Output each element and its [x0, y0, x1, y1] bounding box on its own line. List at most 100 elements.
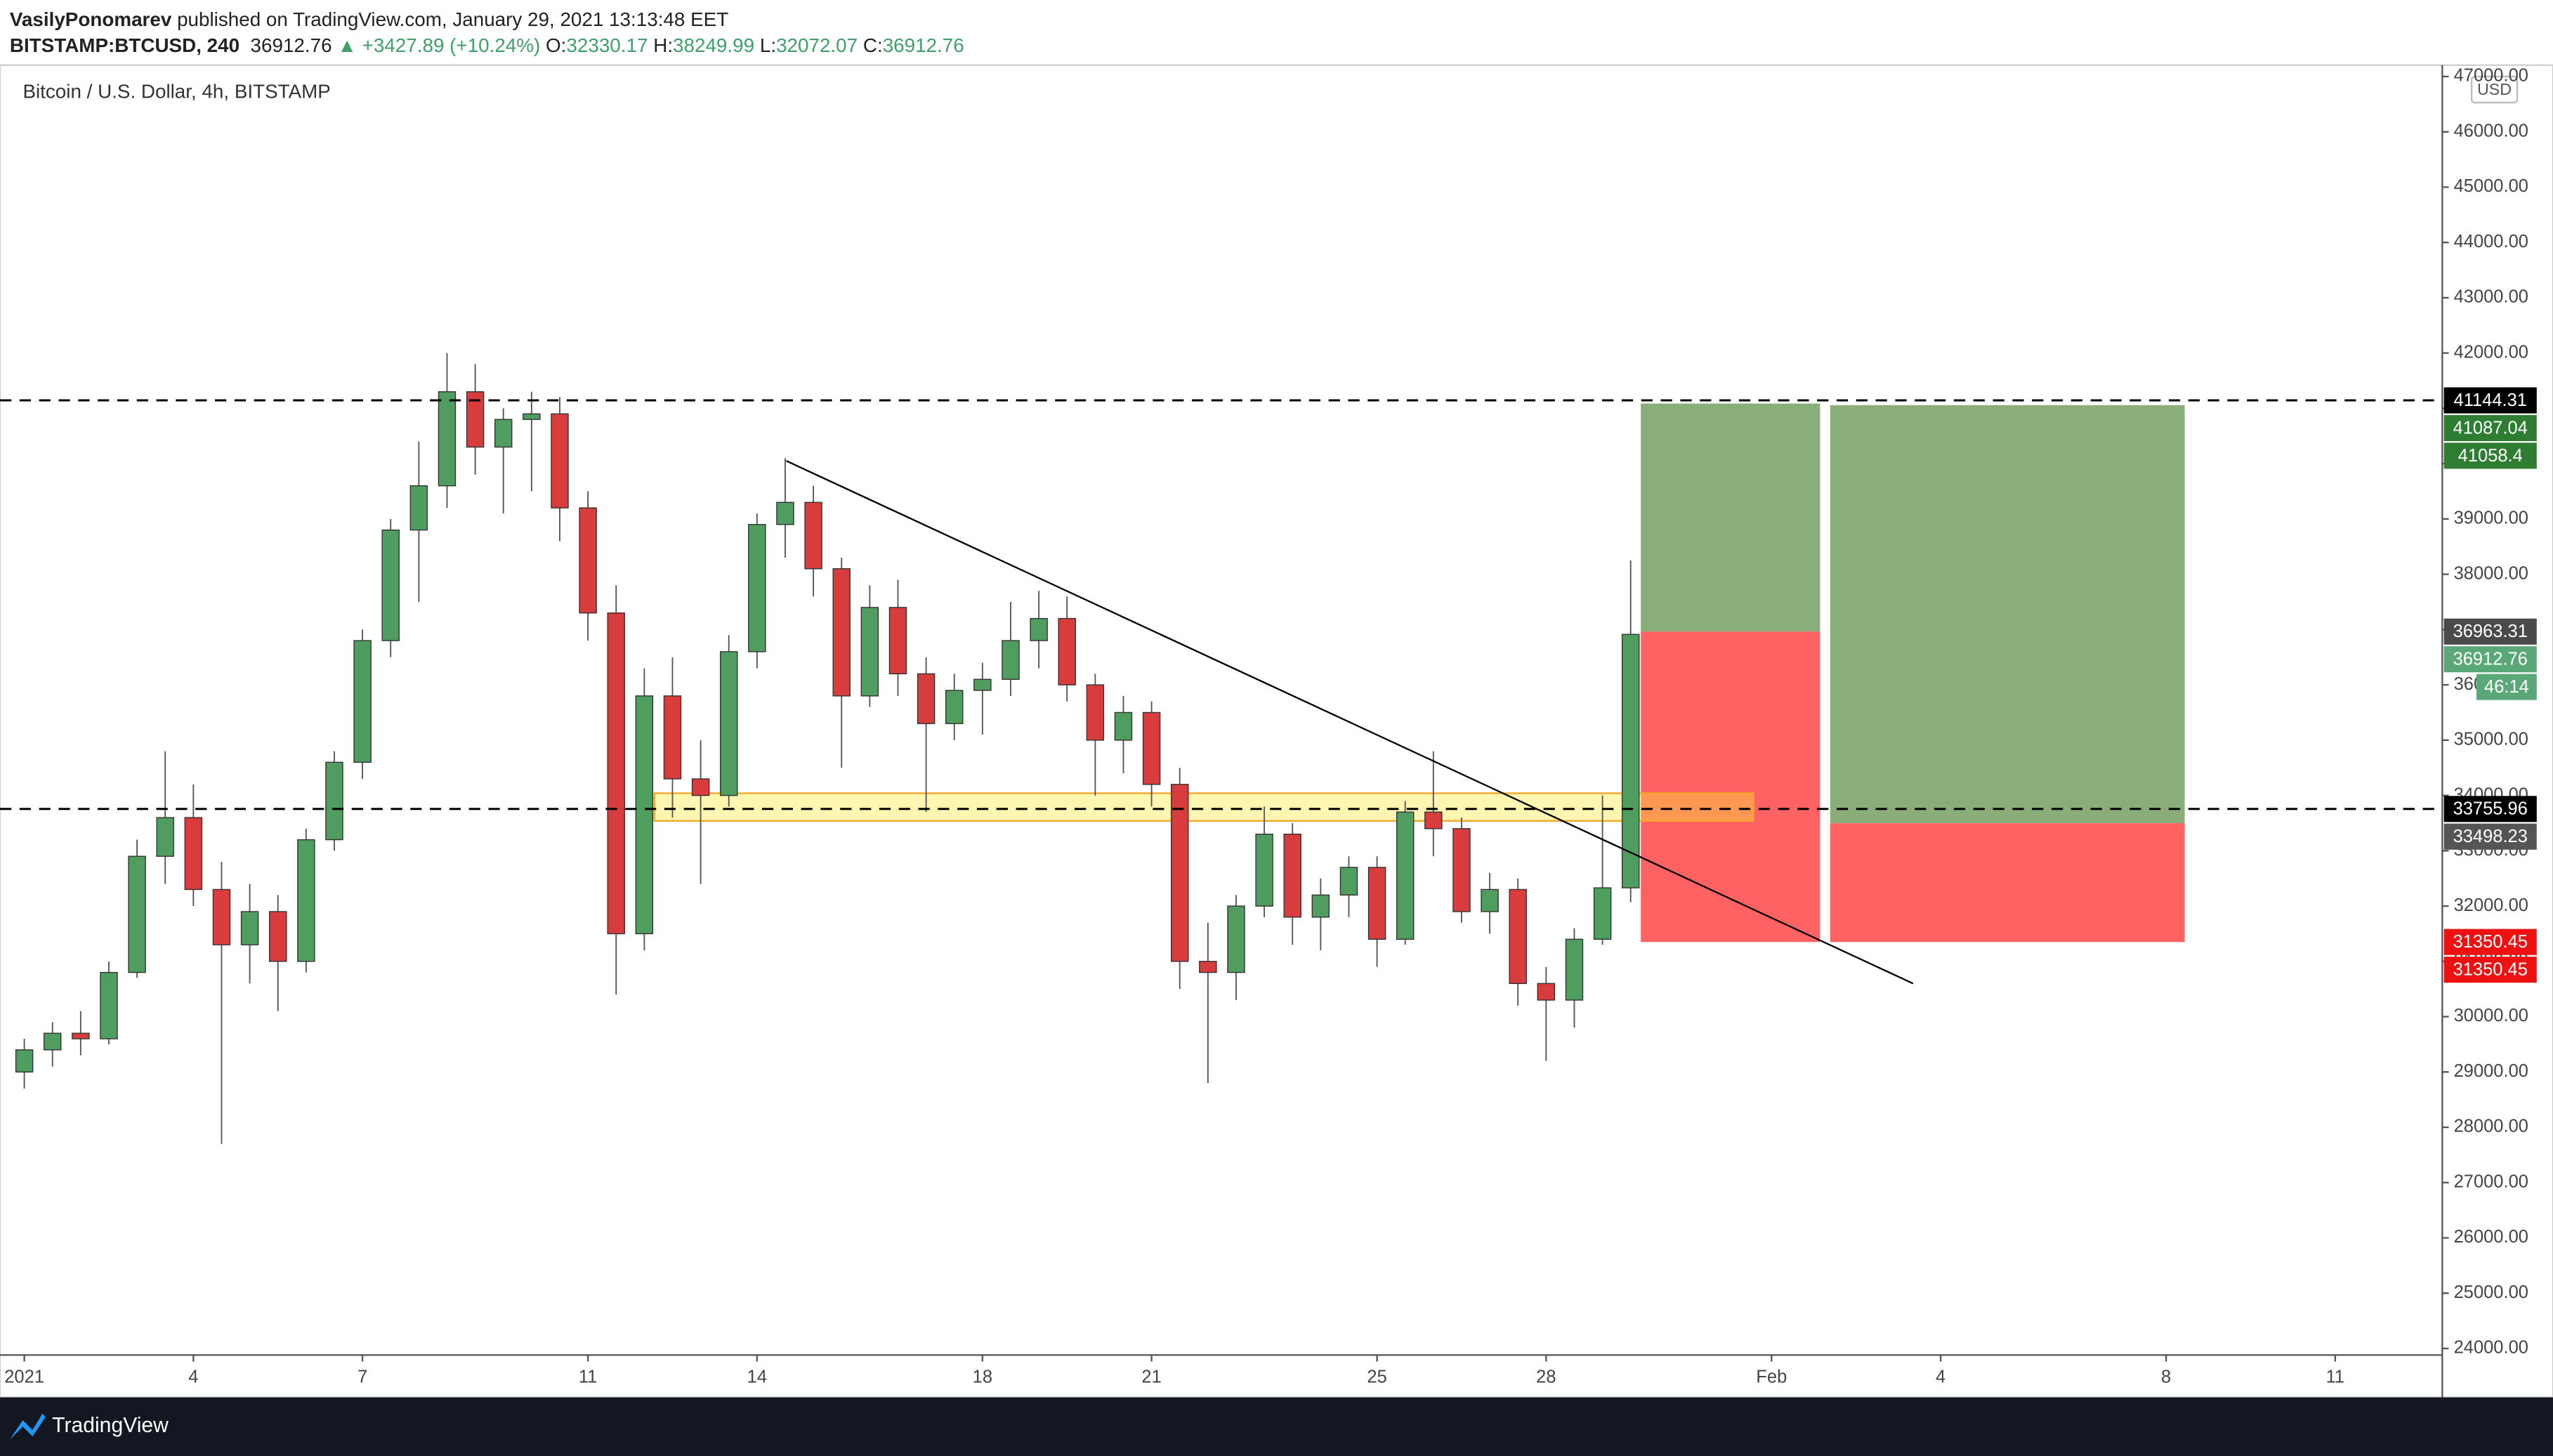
candle-body: [917, 673, 936, 724]
countdown: 46:14: [2484, 677, 2529, 697]
target-zone: [1830, 405, 2185, 824]
y-tick-label: 26000.00: [2454, 1227, 2528, 1247]
target-zone: [1641, 403, 1820, 632]
price-label-bg: [2443, 796, 2537, 822]
x-tick-label: 21: [1141, 1367, 1161, 1386]
candle-body: [409, 485, 428, 531]
candle-body: [1171, 784, 1189, 962]
ohlc-value: 32072.07: [776, 34, 858, 58]
candle-body: [240, 911, 259, 945]
trendline: [786, 460, 1914, 985]
header-line-1: VasilyPonomarev published on TradingView…: [10, 6, 964, 32]
price-label: 31350.45: [2453, 932, 2528, 952]
price-label-bg: [2443, 414, 2537, 442]
header-line-2: BITSTAMP:BTCUSD, 240 36912.76 ▲ +3427.89…: [10, 32, 964, 58]
price-label: 33498.23: [2453, 827, 2528, 846]
candle-body: [1565, 938, 1584, 1001]
candle-body: [579, 507, 597, 614]
candle-body: [1227, 905, 1245, 973]
candle-body: [551, 413, 569, 509]
candle-body: [1142, 711, 1161, 785]
price-label-bg: [2443, 957, 2537, 983]
candle-body: [860, 607, 879, 697]
candle-body: [1339, 867, 1358, 896]
candle-body: [1593, 887, 1612, 940]
author: VasilyPonomarev: [9, 8, 172, 32]
x-tick-label: 11: [2326, 1367, 2344, 1386]
last-price: 36912.76: [250, 34, 332, 58]
y-tick-label: 30000.00: [2454, 1006, 2528, 1025]
support-zone: [653, 792, 1754, 822]
y-tick-label: 38000.00: [2454, 563, 2528, 583]
ohlc: O:32330.17 H:38249.99 L:32072.07 C:36912…: [546, 34, 964, 57]
price-label-bg: [2443, 618, 2537, 645]
chart-title: Bitcoin / U.S. Dollar, 4h, BITSTAMP: [22, 81, 330, 103]
countdown-bg: [2476, 674, 2537, 700]
candle-body: [1199, 961, 1217, 973]
x-tick-label: 8: [2161, 1367, 2171, 1386]
price-label: 41087.04: [2453, 418, 2528, 438]
candle-body: [973, 678, 992, 691]
candle-body: [156, 817, 174, 857]
x-tick-label: 18: [973, 1367, 992, 1386]
change: ▲ +3427.89 (+10.24%): [337, 34, 541, 58]
candle-body: [1058, 617, 1076, 686]
candle-body: [43, 1032, 62, 1051]
candle-body: [1424, 811, 1443, 829]
candle-body: [719, 651, 738, 796]
price-label: 41144.31: [2454, 391, 2527, 410]
candle-body: [1283, 833, 1301, 918]
ohlc-value: 36912.76: [882, 34, 964, 58]
candle-body: [1452, 828, 1471, 912]
price-label: 31350.45: [2453, 959, 2528, 979]
candle-body: [804, 501, 822, 570]
x-tick-label: 25: [1367, 1367, 1386, 1386]
ohlc-label: O:: [546, 34, 567, 58]
x-tick-label: 4: [1936, 1367, 1945, 1386]
candle-body: [523, 413, 541, 420]
candle-body: [353, 640, 372, 763]
price-label: 36912.76: [2453, 650, 2528, 669]
candle-body: [1367, 867, 1386, 940]
x-tick-label: 11: [579, 1367, 597, 1386]
candle-body: [381, 529, 400, 641]
y-tick-label: 32000.00: [2454, 896, 2528, 915]
y-tick-label: 42000.00: [2454, 342, 2528, 362]
x-tick-label: 7: [357, 1367, 367, 1386]
candle-body: [268, 911, 287, 962]
candle-body: [1255, 833, 1273, 907]
candle-body: [888, 607, 907, 675]
y-tick-label: 44000.00: [2454, 232, 2528, 251]
ohlc-label: H:: [653, 34, 674, 58]
y-tick-label: 47000.00: [2454, 66, 2528, 86]
candle-body: [494, 419, 513, 448]
candle-body: [663, 695, 682, 780]
price-label: 33755.96: [2453, 799, 2528, 819]
candle-body: [945, 690, 964, 724]
stop-zone: [1830, 823, 2185, 943]
price-label: 41058.4: [2458, 446, 2523, 466]
candle-body: [1537, 983, 1556, 1001]
candle-body: [691, 778, 710, 796]
y-tick-label: 28000.00: [2454, 1117, 2528, 1136]
x-tick-label: 4: [188, 1367, 198, 1386]
y-tick-label: 45000.00: [2454, 176, 2528, 196]
price-label: 36963.31: [2453, 622, 2528, 641]
published: published on TradingView.com, January 29…: [177, 8, 729, 32]
y-tick-label: 24000.00: [2454, 1338, 2528, 1358]
candle-body: [1086, 684, 1105, 741]
currency-box: [2470, 75, 2519, 104]
symbol: BITSTAMP:BTCUSD, 240: [9, 34, 240, 58]
candle-body: [1030, 617, 1048, 641]
candle-body: [184, 817, 203, 891]
candle-body: [100, 971, 118, 1039]
candle-body: [15, 1049, 34, 1073]
y-tick-label: 43000.00: [2454, 287, 2528, 307]
y-tick-label: 46000.00: [2454, 121, 2528, 140]
price-label-bg: [2443, 823, 2537, 850]
price-label-bg: [2443, 929, 2537, 955]
candle-body: [1509, 888, 1527, 984]
candle-body: [1002, 640, 1020, 680]
